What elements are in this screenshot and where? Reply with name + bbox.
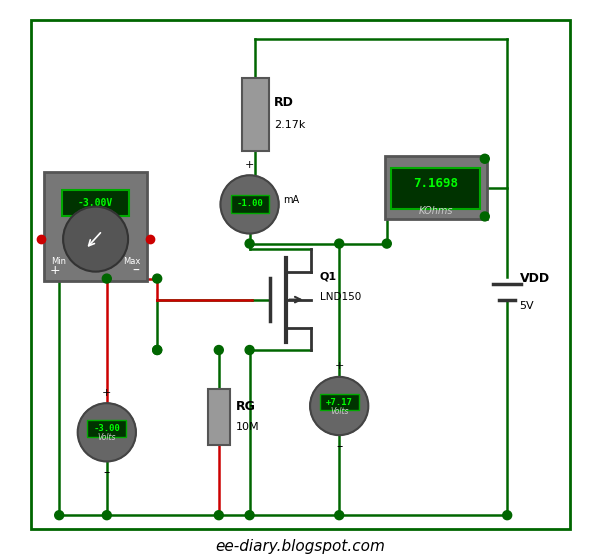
Text: –: – <box>132 264 139 278</box>
Text: Q1: Q1 <box>320 271 337 281</box>
Circle shape <box>220 175 279 234</box>
Circle shape <box>481 212 489 221</box>
Text: -3.00: -3.00 <box>94 424 120 433</box>
FancyBboxPatch shape <box>62 190 129 216</box>
Text: ee-diary.blogspot.com: ee-diary.blogspot.com <box>215 539 385 553</box>
Text: 10M: 10M <box>236 422 259 432</box>
Text: RG: RG <box>236 399 256 413</box>
Text: 2.17k: 2.17k <box>274 120 305 130</box>
FancyBboxPatch shape <box>242 78 269 151</box>
FancyBboxPatch shape <box>208 389 230 445</box>
Circle shape <box>335 511 344 520</box>
Text: Min: Min <box>51 257 66 266</box>
Text: 7.1698: 7.1698 <box>413 177 458 190</box>
FancyBboxPatch shape <box>230 195 269 213</box>
Text: +7.17: +7.17 <box>326 398 353 407</box>
Text: mA: mA <box>283 195 299 205</box>
Text: -1.00: -1.00 <box>236 199 263 208</box>
Text: Max: Max <box>124 257 140 266</box>
Text: Volts: Volts <box>98 433 116 442</box>
Circle shape <box>214 511 223 520</box>
Text: +: + <box>102 388 112 398</box>
Circle shape <box>77 403 136 461</box>
Circle shape <box>245 511 254 520</box>
Text: –: – <box>336 440 343 452</box>
Circle shape <box>103 274 111 283</box>
FancyBboxPatch shape <box>391 169 481 209</box>
FancyBboxPatch shape <box>44 172 148 282</box>
Text: -3.00V: -3.00V <box>78 198 113 208</box>
Text: VDD: VDD <box>520 272 550 285</box>
Text: +: + <box>245 160 254 170</box>
Text: KOhms: KOhms <box>419 206 453 216</box>
Circle shape <box>245 239 254 248</box>
FancyBboxPatch shape <box>320 394 359 410</box>
FancyBboxPatch shape <box>87 420 127 437</box>
Text: RD: RD <box>274 96 294 109</box>
Text: +: + <box>50 264 61 277</box>
Text: –: – <box>247 238 253 251</box>
Circle shape <box>153 346 161 354</box>
Circle shape <box>214 346 223 354</box>
Text: +: + <box>335 361 344 371</box>
Text: –: – <box>104 466 110 479</box>
Circle shape <box>335 239 344 248</box>
Circle shape <box>153 274 161 283</box>
Circle shape <box>55 511 64 520</box>
Circle shape <box>103 511 111 520</box>
FancyBboxPatch shape <box>385 156 487 220</box>
Circle shape <box>382 239 391 248</box>
Text: 5V: 5V <box>520 301 534 311</box>
Text: Volts: Volts <box>330 407 349 416</box>
Circle shape <box>481 155 489 164</box>
Circle shape <box>63 207 128 272</box>
Circle shape <box>245 346 254 354</box>
Text: LND150: LND150 <box>320 292 361 302</box>
Circle shape <box>310 377 368 435</box>
Circle shape <box>503 511 512 520</box>
Circle shape <box>153 346 161 354</box>
